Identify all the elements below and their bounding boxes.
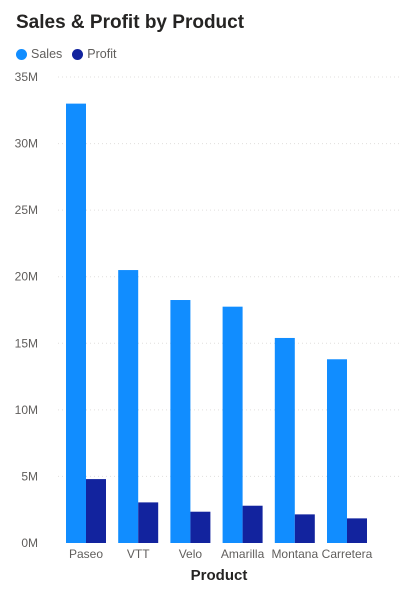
y-tick-label: 10M — [15, 403, 38, 417]
legend-label-sales: Sales — [31, 47, 63, 61]
y-tick-label: 0M — [21, 536, 38, 550]
y-tick-label: 20M — [15, 270, 38, 284]
x-axis-ticks: Paseo VTT Velo Amarilla Montana Carretera — [69, 547, 373, 561]
x-tick-label: Montana — [271, 547, 318, 561]
legend: Sales Profit — [16, 47, 116, 61]
bar-sales-montana[interactable] — [274, 337, 295, 543]
bar-sales-paseo[interactable] — [66, 103, 86, 543]
bar-sales-velo[interactable] — [170, 300, 191, 543]
legend-item-sales[interactable]: Sales — [16, 47, 62, 61]
y-tick-label: 30M — [15, 137, 38, 151]
bar-profit-paseo[interactable] — [86, 479, 106, 543]
bar-profit-amarilla[interactable] — [242, 505, 263, 543]
y-tick-label: 25M — [15, 203, 38, 217]
x-tick-label: VTT — [127, 547, 150, 561]
x-tick-label: Amarilla — [221, 547, 265, 561]
bars — [66, 103, 367, 543]
legend-label-profit: Profit — [87, 47, 117, 61]
y-tick-label: 35M — [15, 70, 38, 84]
bar-profit-carretera[interactable] — [347, 518, 367, 543]
x-tick-label: Velo — [179, 547, 203, 561]
bar-sales-carretera[interactable] — [327, 359, 347, 543]
y-axis-ticks: 0M 5M 10M 15M 20M 25M 30M 35M — [15, 70, 38, 550]
x-tick-label: Paseo — [69, 547, 103, 561]
y-tick-label: 15M — [15, 336, 38, 350]
bar-sales-vtt[interactable] — [118, 270, 139, 543]
legend-swatch-profit — [72, 48, 84, 60]
y-tick-label: 5M — [21, 469, 38, 483]
bar-profit-vtt[interactable] — [138, 502, 159, 543]
chart-title: Sales & Profit by Product — [16, 12, 245, 33]
bar-profit-montana[interactable] — [294, 514, 315, 543]
legend-item-profit[interactable]: Profit — [72, 47, 116, 61]
legend-swatch-sales — [16, 48, 27, 60]
bar-profit-velo[interactable] — [190, 511, 211, 543]
x-axis-title: Product — [191, 567, 248, 584]
x-tick-label: Carretera — [322, 547, 373, 561]
bar-sales-amarilla[interactable] — [222, 306, 243, 543]
